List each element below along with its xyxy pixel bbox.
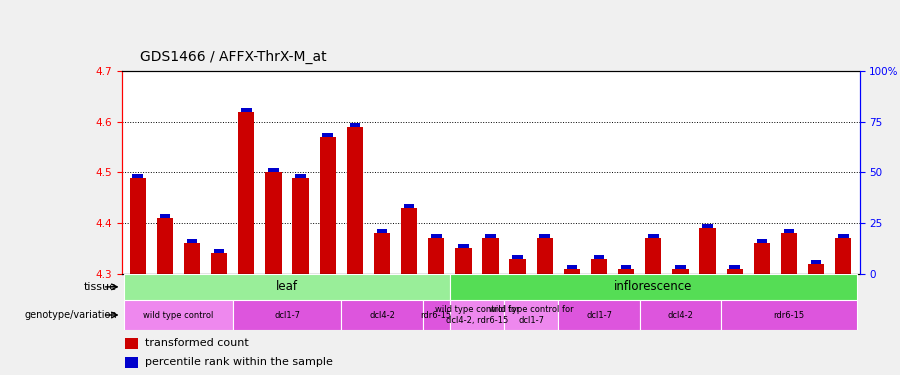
Text: dcl1-7: dcl1-7: [274, 310, 300, 320]
Bar: [268, 168, 279, 172]
Bar: [729, 265, 740, 268]
Bar: [726, 268, 742, 274]
Bar: [808, 264, 824, 274]
Bar: [721, 300, 857, 330]
Bar: [591, 258, 608, 274]
Bar: [539, 234, 550, 238]
Bar: [512, 255, 523, 258]
Bar: [781, 233, 797, 274]
Text: tissue: tissue: [84, 282, 117, 292]
Text: dcl1-7: dcl1-7: [586, 310, 612, 320]
Bar: [292, 177, 309, 274]
Bar: [811, 260, 822, 264]
Bar: [450, 300, 504, 330]
Bar: [458, 244, 469, 249]
Bar: [702, 224, 713, 228]
Bar: [124, 274, 450, 300]
Text: percentile rank within the sample: percentile rank within the sample: [146, 357, 333, 367]
Bar: [431, 234, 442, 238]
Bar: [159, 214, 170, 218]
Bar: [838, 234, 849, 238]
Bar: [509, 258, 526, 274]
Bar: [214, 249, 224, 254]
Bar: [423, 300, 450, 330]
Bar: [124, 300, 233, 330]
Text: wild type control for
dcl4-2, rdr6-15: wild type control for dcl4-2, rdr6-15: [435, 305, 519, 325]
Text: dcl4-2: dcl4-2: [668, 310, 693, 320]
Bar: [699, 228, 716, 274]
Bar: [295, 174, 306, 177]
Bar: [404, 204, 414, 208]
Text: leaf: leaf: [276, 280, 298, 293]
Bar: [504, 300, 558, 330]
Bar: [266, 172, 282, 274]
Bar: [233, 300, 341, 330]
Bar: [401, 208, 418, 274]
Text: rdr6-15: rdr6-15: [773, 310, 805, 320]
Bar: [482, 238, 499, 274]
Bar: [428, 238, 445, 274]
Bar: [184, 243, 200, 274]
Bar: [753, 243, 770, 274]
Bar: [455, 248, 472, 274]
Bar: [130, 177, 146, 274]
Bar: [238, 112, 255, 274]
Bar: [672, 268, 688, 274]
Text: wild type control: wild type control: [143, 310, 213, 320]
Bar: [485, 234, 496, 238]
Bar: [648, 234, 659, 238]
Text: dcl4-2: dcl4-2: [369, 310, 395, 320]
Text: GDS1466 / AFFX-ThrX-M_at: GDS1466 / AFFX-ThrX-M_at: [140, 50, 326, 64]
Bar: [567, 265, 577, 268]
Bar: [346, 127, 363, 274]
Bar: [377, 229, 387, 233]
Bar: [320, 137, 336, 274]
Text: rdr6-15: rdr6-15: [420, 310, 452, 320]
Bar: [125, 338, 138, 349]
Text: genotype/variation: genotype/variation: [24, 310, 117, 320]
Bar: [241, 108, 252, 112]
Text: transformed count: transformed count: [146, 339, 249, 348]
Bar: [784, 229, 794, 233]
Bar: [211, 254, 228, 274]
Bar: [341, 300, 423, 330]
Bar: [450, 274, 857, 300]
Bar: [621, 265, 632, 268]
Bar: [558, 300, 640, 330]
Bar: [157, 218, 173, 274]
Bar: [322, 133, 333, 137]
Bar: [125, 357, 138, 368]
Bar: [536, 238, 553, 274]
Bar: [757, 239, 767, 243]
Bar: [187, 239, 197, 243]
Bar: [594, 255, 604, 258]
Bar: [563, 268, 580, 274]
Bar: [132, 174, 143, 177]
Text: inflorescence: inflorescence: [614, 280, 692, 293]
Bar: [618, 268, 634, 274]
Bar: [675, 265, 686, 268]
Text: wild type control for
dcl1-7: wild type control for dcl1-7: [489, 305, 573, 325]
Bar: [374, 233, 390, 274]
Bar: [640, 300, 721, 330]
Bar: [349, 123, 360, 127]
Bar: [645, 238, 662, 274]
Bar: [835, 238, 851, 274]
